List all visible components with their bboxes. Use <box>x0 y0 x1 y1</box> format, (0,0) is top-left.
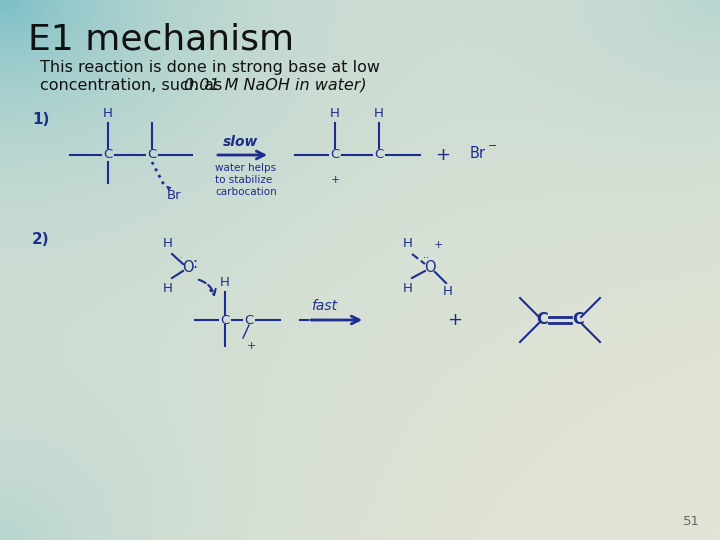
Text: +: + <box>436 146 451 164</box>
Text: O: O <box>182 260 194 275</box>
Text: C: C <box>572 313 584 327</box>
Text: C: C <box>536 313 548 327</box>
Text: E1 mechanism: E1 mechanism <box>28 22 294 56</box>
Text: −: − <box>488 141 498 151</box>
Text: +: + <box>246 341 256 351</box>
Text: C: C <box>104 148 112 161</box>
Text: slow: slow <box>222 135 258 149</box>
Text: C: C <box>244 314 253 327</box>
Text: C: C <box>374 148 384 161</box>
Text: 51: 51 <box>683 515 700 528</box>
Text: ··: ·· <box>423 253 429 263</box>
Text: :: : <box>192 255 197 271</box>
Text: H: H <box>330 107 340 120</box>
Text: C: C <box>148 148 157 161</box>
Text: 2): 2) <box>32 232 50 247</box>
Text: H: H <box>103 107 113 120</box>
Text: to stabilize: to stabilize <box>215 175 272 185</box>
Text: O: O <box>424 260 436 275</box>
Text: H: H <box>163 237 173 250</box>
Text: ·: · <box>179 255 181 261</box>
Text: 0.01 M NaOH in water): 0.01 M NaOH in water) <box>184 78 366 93</box>
Text: water helps: water helps <box>215 163 276 173</box>
Text: C: C <box>330 148 340 161</box>
Text: 1): 1) <box>32 112 50 127</box>
Text: H: H <box>443 285 453 298</box>
Text: fast: fast <box>311 299 337 313</box>
Text: Br: Br <box>167 189 181 202</box>
Text: C: C <box>220 314 230 327</box>
Text: This reaction is done in strong base at low: This reaction is done in strong base at … <box>40 60 380 75</box>
Text: +: + <box>448 311 462 329</box>
Text: +: + <box>433 240 443 250</box>
Text: concentration, such as: concentration, such as <box>40 78 228 93</box>
Text: H: H <box>403 237 413 250</box>
Text: H: H <box>403 282 413 295</box>
Text: H: H <box>374 107 384 120</box>
Text: H: H <box>163 282 173 295</box>
Text: H: H <box>220 276 230 289</box>
Text: +: + <box>330 175 340 185</box>
Text: Br: Br <box>470 145 486 160</box>
Text: carbocation: carbocation <box>215 187 276 197</box>
